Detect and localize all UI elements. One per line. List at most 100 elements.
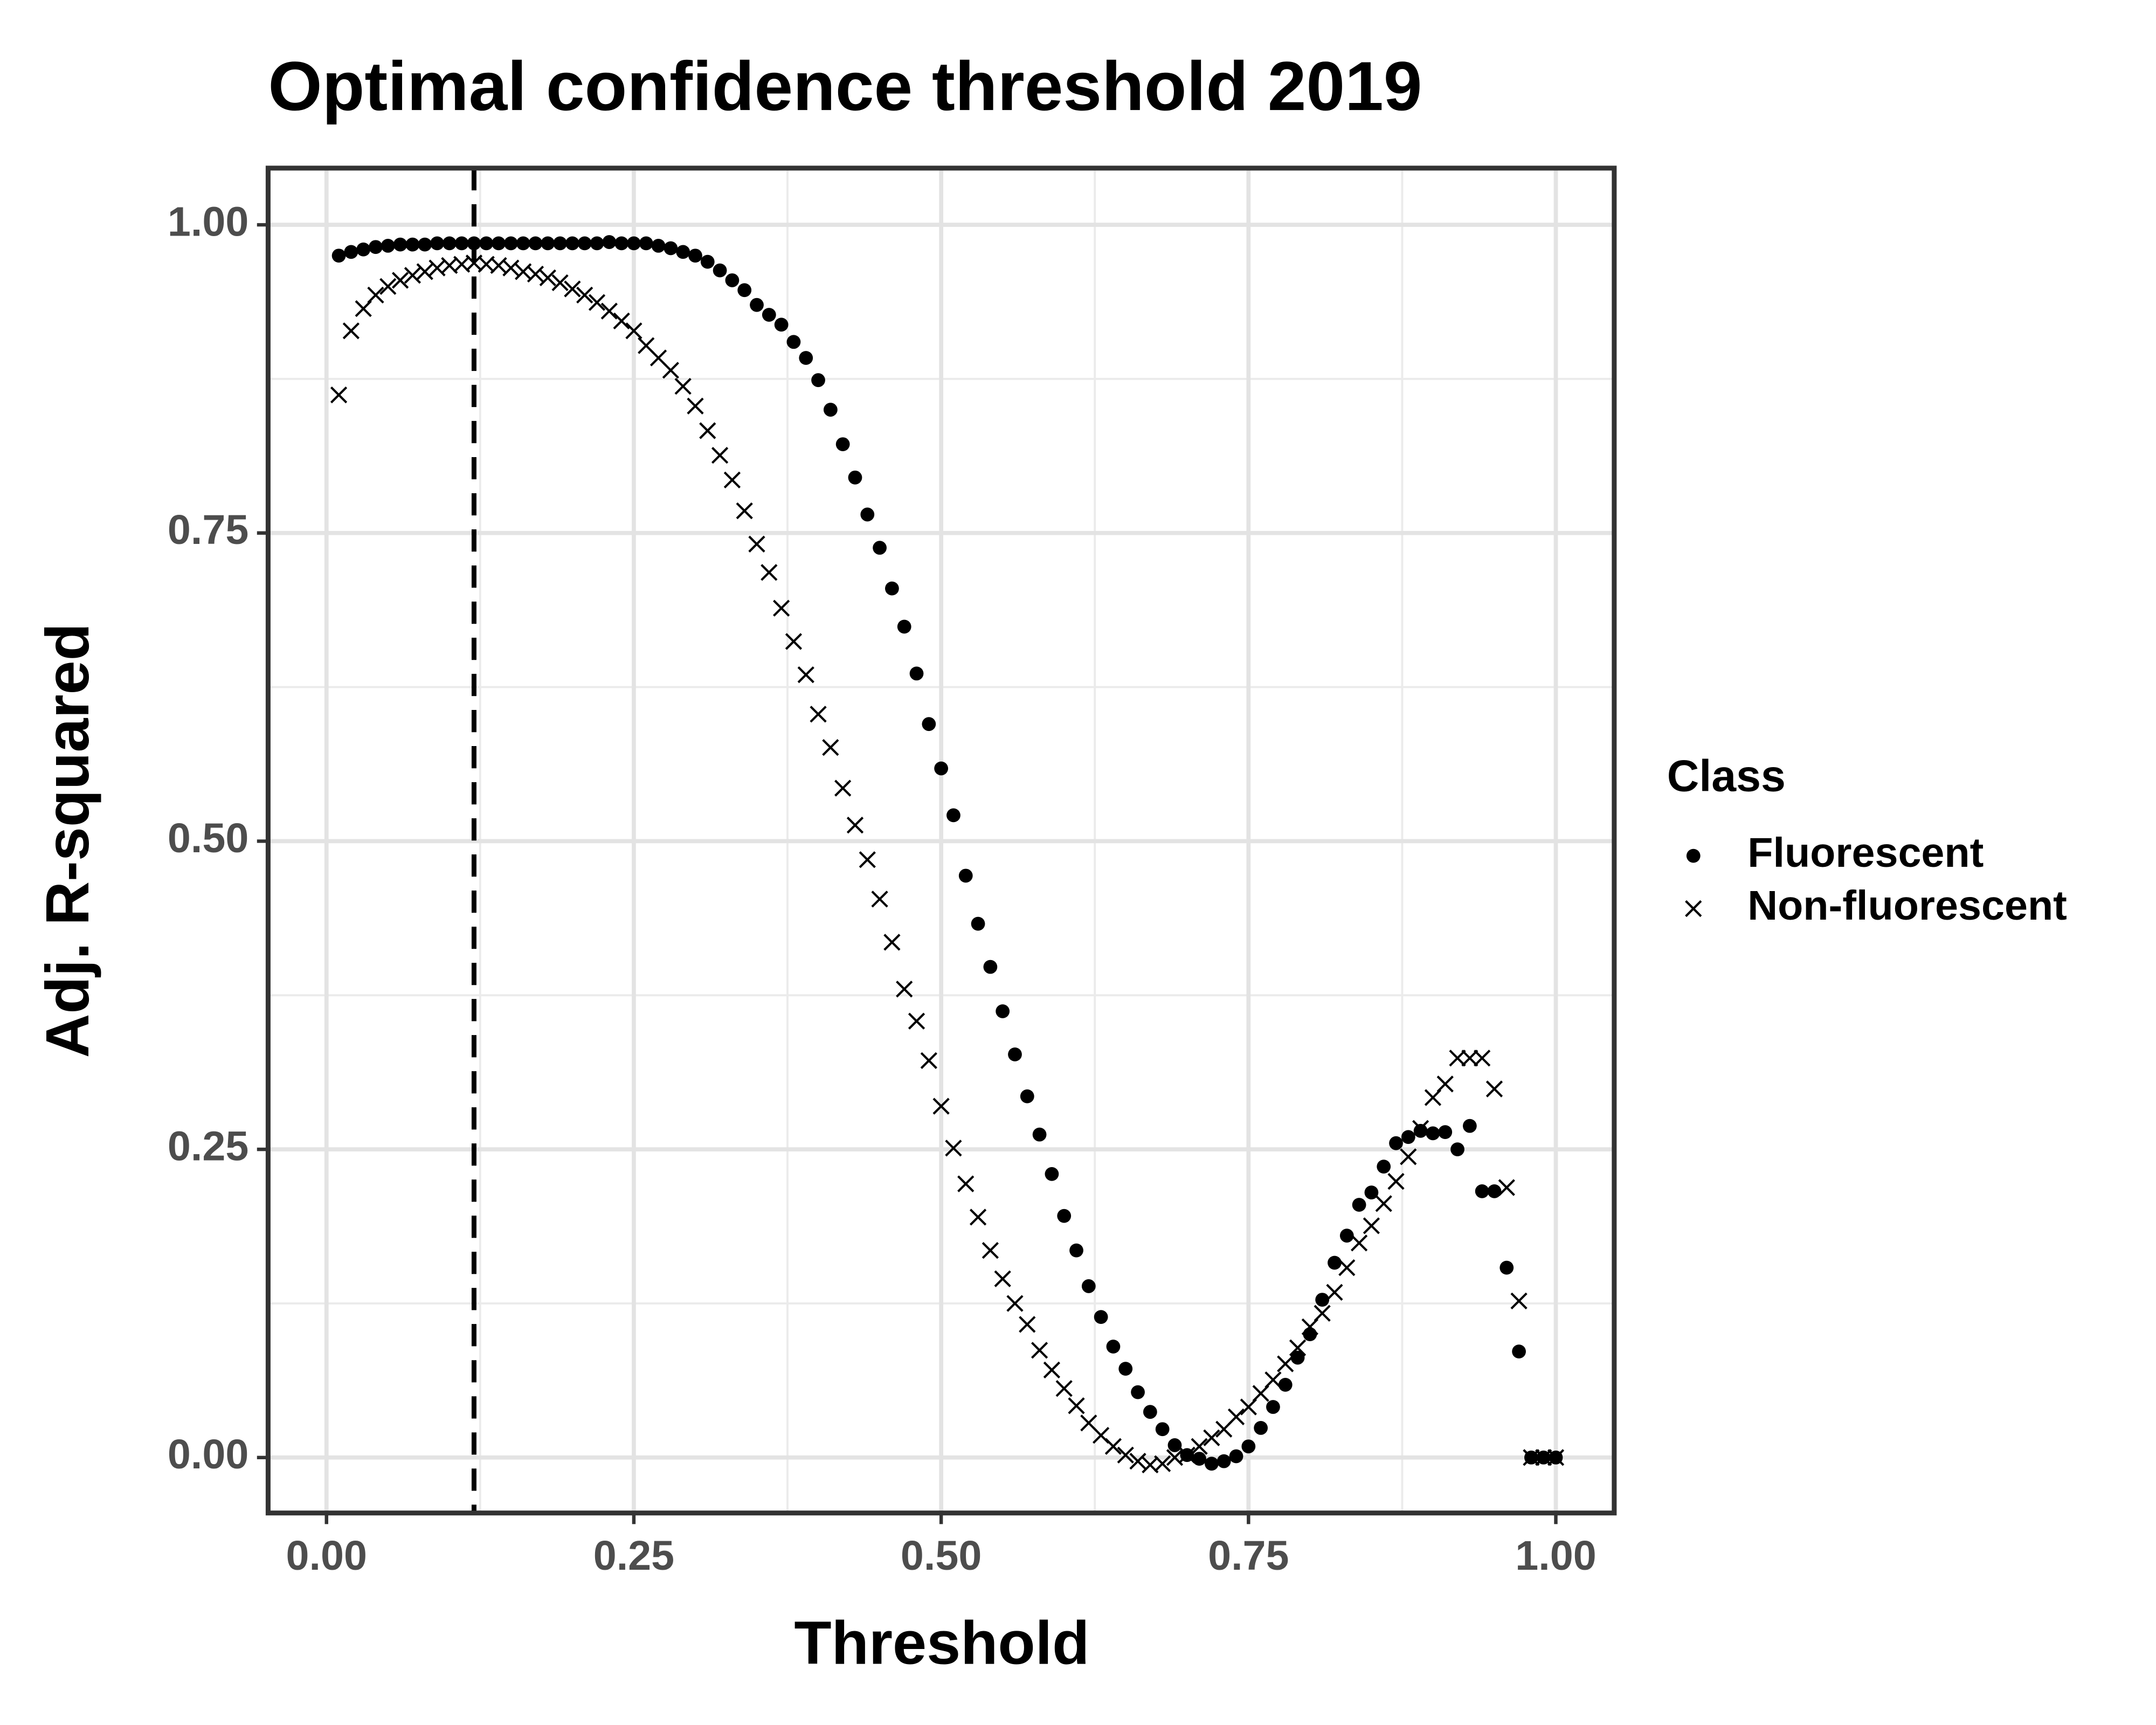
point [785, 633, 803, 650]
point [1326, 1284, 1343, 1301]
point [797, 666, 814, 684]
point [342, 322, 360, 340]
point [971, 916, 985, 931]
point [1203, 1429, 1220, 1446]
point [492, 236, 506, 251]
point [1032, 1127, 1047, 1142]
point [1352, 1198, 1366, 1212]
point [687, 397, 704, 415]
point [1131, 1385, 1145, 1399]
point [786, 335, 801, 349]
point [1252, 1385, 1269, 1402]
chart-title: Optimal confidence threshold 2019 [268, 47, 1422, 125]
point [945, 1140, 962, 1157]
point [848, 470, 862, 485]
point [1031, 1342, 1048, 1359]
point [381, 239, 395, 253]
point [1057, 1209, 1072, 1223]
point [1301, 1318, 1318, 1336]
point [590, 236, 604, 251]
point [810, 706, 827, 723]
point [1424, 1089, 1442, 1106]
point [564, 280, 581, 298]
point [541, 236, 555, 251]
point [528, 236, 543, 251]
point [1205, 1457, 1219, 1471]
point [762, 308, 776, 322]
point [1104, 1438, 1122, 1455]
point [1400, 1148, 1417, 1165]
point [405, 237, 420, 252]
point [896, 981, 913, 998]
point [1117, 1446, 1134, 1464]
y-axis-title: Adj. R-squared [33, 623, 102, 1058]
point [1303, 1327, 1317, 1342]
point [1043, 1361, 1061, 1379]
point [1266, 1400, 1280, 1414]
x-tick-label: 0.00 [286, 1533, 367, 1579]
x-axis-title: Threshold [794, 1609, 1089, 1678]
point [330, 386, 348, 404]
point [662, 362, 680, 379]
point [565, 236, 579, 251]
point [1436, 1075, 1454, 1093]
point [1081, 1279, 1096, 1293]
point [897, 619, 911, 634]
point [711, 447, 729, 464]
point [1229, 1449, 1243, 1464]
point [676, 245, 690, 259]
point [725, 273, 740, 287]
point [1192, 1452, 1206, 1466]
legend-label: Non-fluorescent [1747, 882, 2067, 929]
legend-marker [1686, 848, 1701, 863]
point [1364, 1185, 1379, 1200]
legend-title: Class [1667, 751, 1786, 801]
point [799, 351, 813, 365]
point [516, 236, 530, 251]
point [1277, 1355, 1294, 1372]
point [1461, 1050, 1478, 1067]
point [588, 294, 606, 311]
point [651, 239, 666, 253]
point [639, 236, 653, 251]
point [1462, 1119, 1477, 1133]
point [625, 322, 642, 340]
point [1055, 1380, 1073, 1397]
point [996, 1004, 1010, 1018]
point [1350, 1234, 1368, 1252]
point [369, 240, 383, 254]
point [1191, 1438, 1208, 1455]
point [932, 1098, 950, 1115]
point [1045, 1167, 1059, 1181]
point [355, 300, 372, 318]
point [958, 868, 973, 883]
point [1510, 1292, 1528, 1310]
point [1264, 1371, 1282, 1389]
point [883, 934, 901, 951]
point [576, 286, 593, 304]
point [454, 236, 469, 251]
point [1178, 1446, 1196, 1464]
point [811, 373, 825, 388]
point [416, 263, 433, 280]
point [1241, 1439, 1256, 1454]
point [391, 272, 409, 289]
point [577, 236, 592, 251]
point [1167, 1438, 1182, 1452]
point [1240, 1398, 1257, 1416]
point [1375, 1195, 1392, 1212]
point [1289, 1339, 1307, 1356]
point [1377, 1160, 1391, 1174]
x-tick-label: 0.75 [1208, 1533, 1289, 1579]
point [1290, 1350, 1305, 1365]
point [1449, 1050, 1466, 1067]
point [614, 236, 629, 251]
point [1328, 1255, 1342, 1270]
point [404, 267, 421, 284]
point [700, 254, 715, 269]
point [1129, 1453, 1146, 1470]
point [1535, 1449, 1552, 1466]
